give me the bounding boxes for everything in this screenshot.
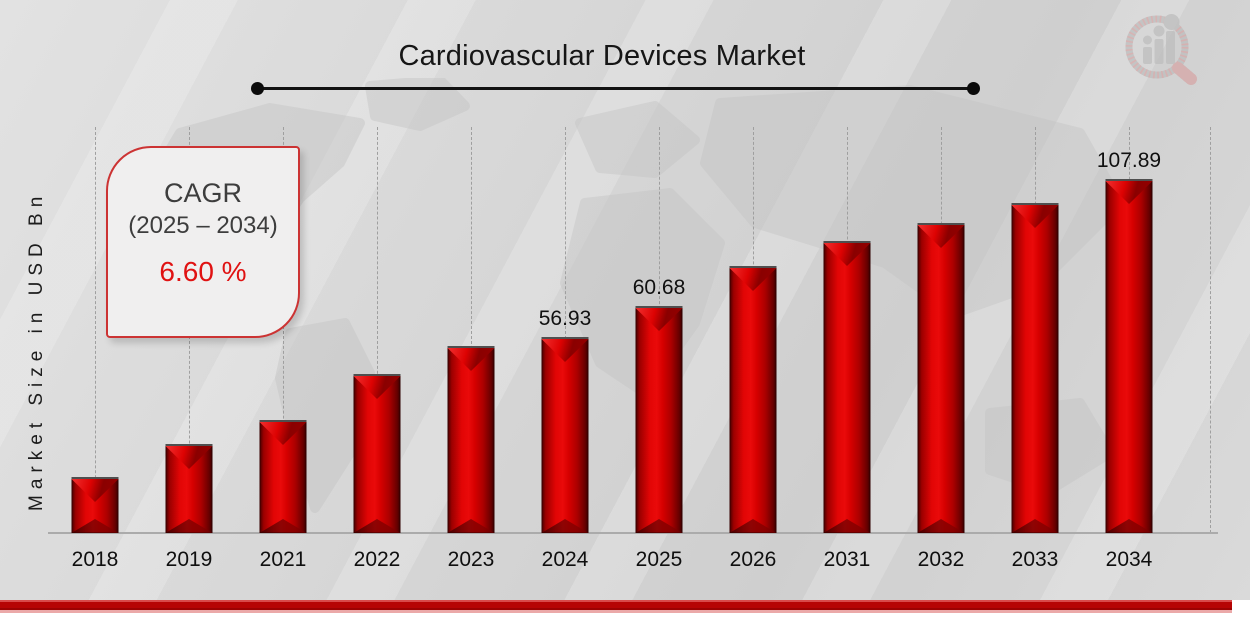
bar-slot-2022: 2022	[330, 127, 424, 571]
bar-slot-2018: 2018	[48, 127, 142, 571]
value-label: 56.93	[538, 307, 592, 330]
gridline	[95, 127, 96, 533]
bar-2026	[729, 266, 777, 533]
cagr-range: (2025 – 2034)	[128, 212, 278, 239]
value-label: 60.68	[632, 276, 686, 299]
gridline	[565, 127, 566, 533]
x-tick-label: 2026	[729, 548, 777, 571]
x-tick-label: 2022	[353, 548, 401, 571]
x-tick-label: 2021	[259, 548, 307, 571]
bar-2034	[1105, 179, 1153, 533]
chart-title: Cardiovascular Devices Market	[398, 40, 806, 72]
bar-slot-2034: 2034 107.89	[1082, 127, 1176, 571]
title-underline-rule	[251, 82, 980, 95]
x-tick-label: 2031	[823, 548, 871, 571]
x-tick-label: 2019	[165, 548, 213, 571]
bar-slot-2025: 2025 60.68	[612, 127, 706, 571]
x-tick-label: 2025	[635, 548, 683, 571]
bar-slot-2026: 2026	[706, 127, 800, 571]
x-tick-label: 2024	[541, 548, 589, 571]
bar-2032	[917, 223, 965, 533]
x-tick-label: 2018	[71, 548, 119, 571]
bar-slot-2024: 2024 56.93	[518, 127, 612, 571]
bar-2018	[71, 477, 119, 533]
bar-2023	[447, 346, 495, 533]
plot-area: 2018 2019 2021 2022 2023 2024 56.93 2025 60.68 20…	[48, 127, 1176, 571]
bar-2033	[1011, 203, 1059, 533]
value-label: 107.89	[1096, 149, 1162, 172]
bar-slot-2033: 2033	[988, 127, 1082, 571]
gridline	[283, 127, 284, 533]
x-tick-label: 2023	[447, 548, 495, 571]
magnifier-bar-chart-logo-icon	[1125, 14, 1197, 85]
bar-slot-2031: 2031	[800, 127, 894, 571]
x-axis-line	[48, 532, 1218, 534]
bar-slot-2023: 2023	[424, 127, 518, 571]
bar-2022	[353, 374, 401, 533]
x-tick-label: 2034	[1105, 548, 1153, 571]
bar-2021	[259, 420, 307, 533]
footer-accent-bar	[0, 600, 1232, 613]
gridline	[471, 127, 472, 533]
bar-2025	[635, 306, 683, 533]
bar-slot-2032: 2032	[894, 127, 988, 571]
bar-2024	[541, 337, 589, 533]
bar-slot-2019: 2019	[142, 127, 236, 571]
bar-slot-2021: 2021	[236, 127, 330, 571]
gridline	[1210, 127, 1211, 533]
x-tick-label: 2032	[917, 548, 965, 571]
cagr-label: CAGR	[163, 178, 242, 208]
cagr-value: 6.60 %	[159, 256, 247, 287]
gridline	[377, 127, 378, 533]
bar-2031	[823, 241, 871, 533]
x-tick-label: 2033	[1011, 548, 1059, 571]
cagr-callout: CAGR (2025 – 2034) 6.60 %	[106, 146, 300, 338]
bar-2019	[165, 444, 213, 533]
